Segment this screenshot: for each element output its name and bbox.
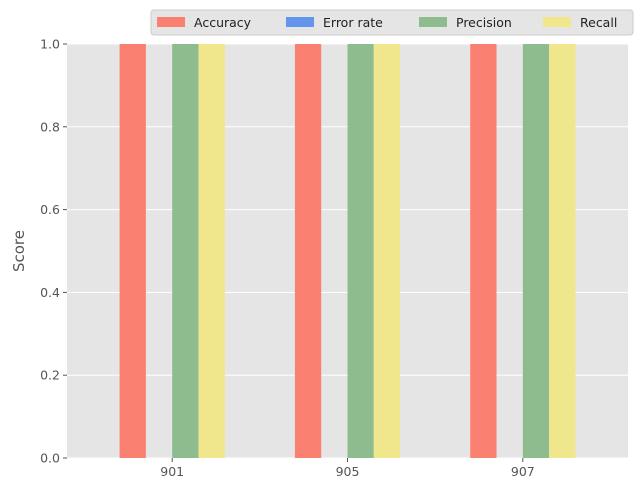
y-tick-label: 1.0 <box>40 37 60 52</box>
y-tick-label: 0.4 <box>40 285 60 300</box>
y-tick-label: 0.6 <box>40 202 60 217</box>
bar-precision <box>172 44 199 458</box>
y-tick-label: 0.0 <box>40 451 60 466</box>
legend-swatch <box>286 17 314 27</box>
y-tick-label: 0.8 <box>40 119 60 134</box>
bar-accuracy <box>119 44 146 458</box>
y-axis-label: Score <box>10 230 28 272</box>
bar-recall <box>373 44 401 458</box>
y-axis-ticks: 0.0 0.2 0.4 0.6 0.8 1.0 <box>40 37 67 466</box>
x-axis-ticks: 901 905 907 <box>160 458 535 479</box>
legend-swatch <box>419 17 447 27</box>
legend-swatch <box>543 17 571 27</box>
legend-label: Recall <box>580 15 617 30</box>
legend: Accuracy Error rate Precision Recall <box>150 9 634 36</box>
legend-label: Accuracy <box>194 15 252 30</box>
y-tick-label: 0.2 <box>40 368 60 383</box>
x-tick-label: 905 <box>336 464 360 479</box>
bar-precision <box>522 44 550 458</box>
bar-precision <box>347 44 374 458</box>
x-tick-label: 907 <box>511 464 535 479</box>
legend-label: Error rate <box>323 15 383 30</box>
bar-recall <box>549 44 576 458</box>
bar-recall <box>198 44 225 458</box>
bars <box>119 44 576 458</box>
bar-accuracy <box>470 44 497 458</box>
legend-swatch <box>157 17 185 27</box>
legend-label: Precision <box>456 15 512 30</box>
x-tick-label: 901 <box>160 464 184 479</box>
legend-frame <box>150 9 634 36</box>
bar-accuracy <box>294 44 322 458</box>
